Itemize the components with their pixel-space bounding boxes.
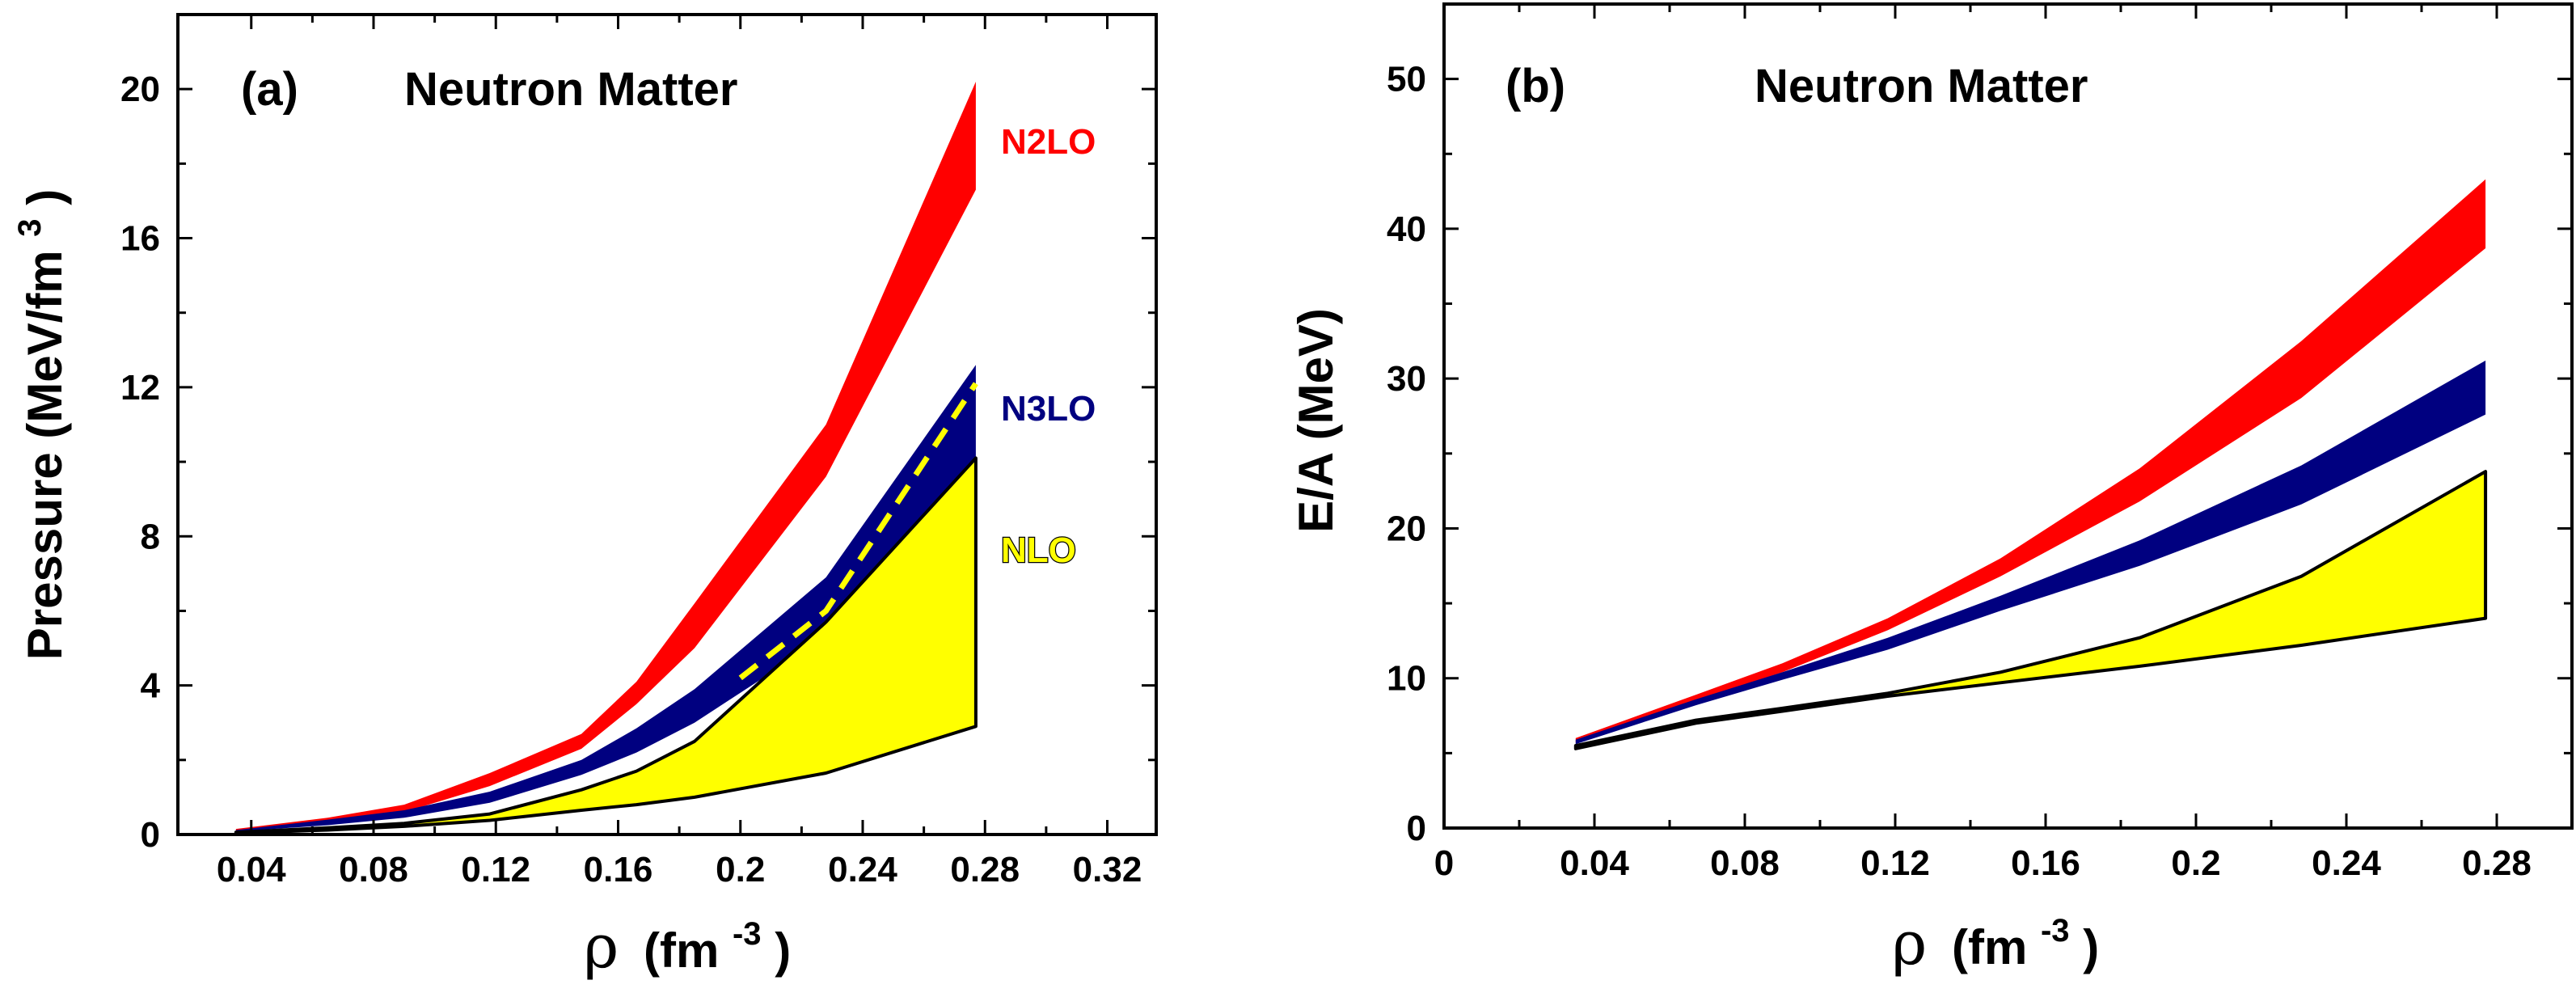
x-tick-label: 0.08 — [339, 850, 408, 889]
panel-b-x-axis-label: ρ (fm -3 ) — [1892, 898, 2099, 978]
x-tick-label: 0.04 — [1560, 843, 1629, 883]
y-tick-label: 30 — [1387, 359, 1426, 399]
panel-a-y-axis-close: ) — [18, 189, 72, 205]
panel-b-x-axis-unit: (fm — [1952, 920, 2027, 974]
x-tick-label: 0.2 — [2171, 843, 2220, 883]
y-tick-label: 0 — [141, 815, 160, 855]
panel-a-series-label-n3lo: N3LO — [1001, 389, 1096, 429]
y-tick-label: 50 — [1387, 60, 1426, 99]
x-tick-label: 0.12 — [1860, 843, 1930, 883]
panel-a-ticks: 0.04 0.08 0.12 0.16 0.2 0.24 0.28 0.32 0 4 8 12 16 20 — [120, 13, 1156, 889]
panel-a-y-axis-main: Pressure (MeV/fm — [18, 250, 72, 660]
x-tick-label: 0 — [1434, 843, 1454, 883]
y-tick-label: 0 — [1407, 809, 1426, 848]
panel-b-band-nlo — [1573, 470, 2488, 750]
y-tick-label: 8 — [141, 517, 160, 556]
y-tick-label: 10 — [1387, 659, 1426, 699]
y-tick-label: 16 — [120, 219, 160, 259]
y-tick-label: 20 — [1387, 509, 1426, 548]
panel-b-energy-chart: 0 0.04 0.08 0.12 0.16 0.2 0.24 0.2801020304050 … — [1289, 2, 2574, 978]
panel-a-x-axis-symbol: ρ — [584, 912, 619, 982]
x-tick-label: 0.16 — [2011, 843, 2080, 883]
panel-a-pressure-chart: 0.04 0.08 0.12 0.16 0.2 0.24 0.28 0.32 0 4 8 12 16 20… — [0, 13, 1158, 982]
panel-b-x-axis-symbol: ρ — [1892, 909, 1928, 978]
panel-b-bands — [1573, 179, 2488, 750]
panel-b-axes-frame — [1442, 2, 2574, 830]
panel-a-bands — [234, 82, 978, 835]
y-tick-label: 20 — [120, 70, 160, 109]
panel-b-ticks: 0 0.04 0.08 0.12 0.16 0.2 0.24 0.28 0 10 20 30 40 50 — [1387, 2, 2572, 883]
panel-b-x-axis-exponent: -3 — [2041, 913, 2070, 949]
panel-a-series-label-n2lo: N2LO — [1001, 122, 1096, 162]
x-tick-label: 0.28 — [2462, 843, 2532, 883]
panel-a-band-n2lo — [235, 82, 976, 831]
panel-b-y-axis-label: E/A (MeV) — [1289, 308, 1343, 533]
panel-a-dashed-line-path — [738, 382, 978, 681]
panel-b-label: (b) — [1505, 60, 1565, 112]
panel-b-title: Neutron Matter — [1755, 60, 2088, 112]
y-tick-label: 40 — [1387, 209, 1426, 249]
x-tick-label: 0.28 — [950, 850, 1020, 889]
x-tick-label: 0.08 — [1710, 843, 1780, 883]
x-tick-label: 0.32 — [1073, 850, 1142, 889]
panel-a-dashed-line — [738, 382, 978, 681]
panel-a-axes-frame — [176, 13, 1158, 836]
panel-a-x-axis-exponent: -3 — [733, 916, 762, 952]
panel-a-x-axis-close: ) — [775, 923, 791, 978]
y-tick-label: 4 — [141, 666, 161, 706]
x-tick-label: 0.24 — [2312, 843, 2381, 883]
x-tick-label: 0.12 — [461, 850, 530, 889]
x-tick-label: 0.2 — [716, 850, 765, 889]
x-tick-label: 0.16 — [584, 850, 653, 889]
x-tick-label: 0.04 — [217, 850, 286, 889]
panel-a-label: (a) — [241, 63, 298, 116]
x-tick-label: 0.24 — [828, 850, 897, 889]
panel-a-y-axis-label: Pressure (MeV/fm 3 ) — [0, 189, 72, 660]
panel-a-band-n3lo — [235, 365, 976, 832]
panel-a-x-axis-unit: (fm — [644, 923, 719, 978]
panel-a-series-label-nlo: NLO — [1001, 530, 1076, 570]
panel-a-y-axis-exponent: 3 — [12, 218, 48, 236]
y-tick-label: 12 — [120, 368, 160, 408]
panel-a-title: Neutron Matter — [404, 63, 737, 116]
panel-b-x-axis-close: ) — [2083, 920, 2099, 974]
panel-a-x-axis-label: ρ (fm -3 ) — [584, 901, 791, 982]
panel-a-band-nlo — [234, 456, 978, 835]
